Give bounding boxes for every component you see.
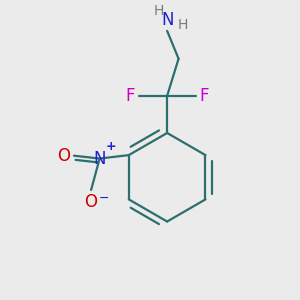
Text: O: O [58,147,70,165]
Text: H: H [154,4,164,18]
Text: N: N [161,11,173,29]
Text: F: F [199,87,208,105]
Text: F: F [126,87,135,105]
Text: +: + [105,140,116,153]
Text: O: O [85,193,98,211]
Text: −: − [99,192,110,205]
Text: N: N [93,149,106,167]
Text: H: H [177,18,188,32]
